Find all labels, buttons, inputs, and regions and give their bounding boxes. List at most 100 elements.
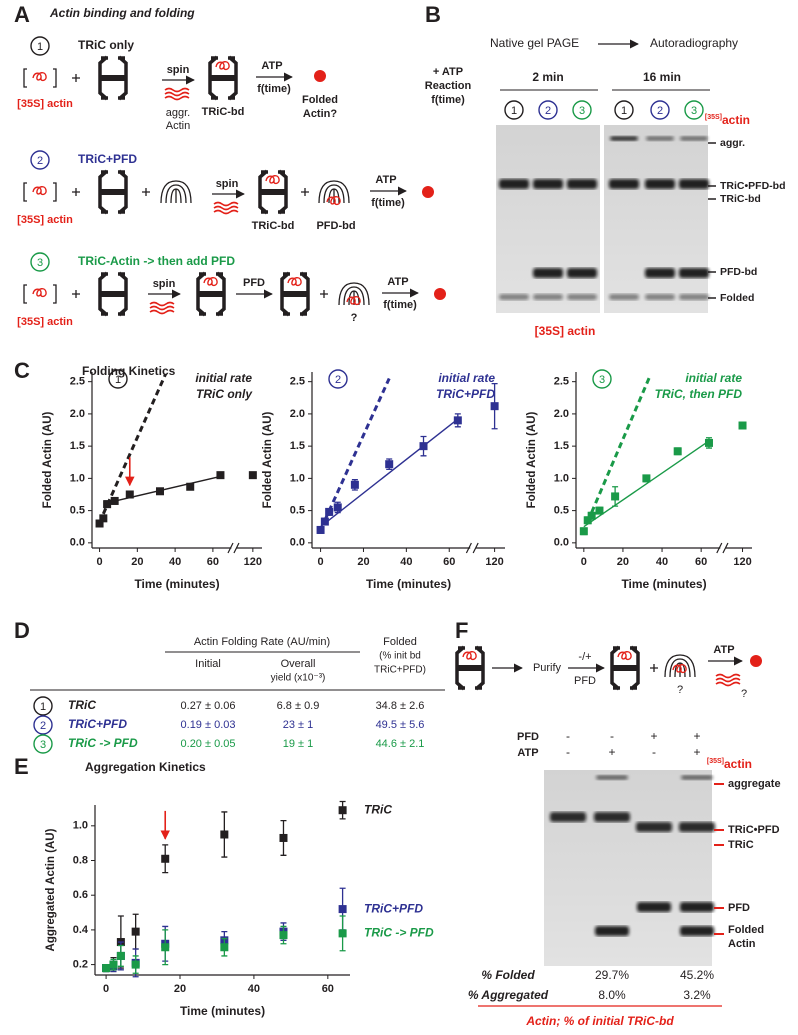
y-tick-label: 1.5 (554, 440, 569, 452)
x-tick-label: 40 (400, 556, 412, 568)
data-point (125, 490, 134, 499)
label: TRiC+PFD (78, 152, 137, 166)
data-point (490, 402, 499, 411)
label: + (693, 745, 700, 759)
label: [35S] actin (17, 316, 73, 328)
x-axis-label: Time (minutes) (621, 577, 706, 591)
gel-band (609, 179, 639, 189)
label: PFD (243, 277, 265, 289)
label: Actin; % of initial TRiC-bd (525, 1014, 674, 1028)
gel (604, 125, 708, 313)
data-point (109, 960, 118, 969)
gel-band (610, 136, 638, 141)
label: Actin? (303, 108, 338, 120)
label: 29.7% (595, 968, 629, 982)
gel-band (533, 179, 563, 189)
label: 2 min (532, 70, 563, 84)
number-circle (30, 36, 50, 56)
legend-label: TRiC -> PFD (364, 926, 434, 940)
data-point (350, 480, 359, 489)
label: ? (677, 684, 683, 696)
label: PFD (517, 731, 539, 743)
x-tick-label: 60 (695, 556, 707, 568)
number-circle (30, 252, 50, 272)
initial-rate-line (323, 377, 391, 521)
axis-break (716, 542, 729, 554)
data-point (279, 931, 288, 940)
label: Actin binding and folding (49, 6, 195, 20)
number-circle (572, 100, 592, 120)
y-tick-label: 0.5 (554, 505, 569, 517)
data-point (131, 927, 140, 936)
label: - (566, 729, 570, 743)
label: TRiC-Actin -> then add PFD (78, 254, 235, 268)
label: Actin (166, 120, 190, 132)
data-point (95, 519, 104, 528)
label: 8.0% (598, 988, 626, 1002)
pfd-icon (338, 282, 370, 306)
label: Purify (533, 662, 562, 674)
gel-band (594, 812, 630, 822)
number: 3 (691, 105, 697, 117)
label: + (650, 729, 657, 743)
label: f(time) (431, 94, 465, 106)
y-tick-label: 2.0 (554, 408, 569, 420)
y-tick-label: 0.0 (554, 537, 569, 549)
label: actin (724, 757, 752, 771)
data-point (161, 943, 170, 952)
data-point (704, 438, 713, 447)
number: 1 (621, 105, 627, 117)
label: Folded (728, 924, 764, 936)
y-tick-label: 1.0 (290, 472, 305, 484)
aggregate-icon (149, 301, 175, 315)
folded-actin-dot (750, 655, 762, 667)
gel-band (679, 294, 709, 300)
label: 45.2% (680, 968, 714, 982)
x-tick-label: 20 (357, 556, 369, 568)
fit-line (583, 440, 710, 528)
actin-icon (265, 175, 280, 185)
table-cell: 44.6 ± 2.1 (376, 738, 425, 750)
panel-letter: A (14, 2, 30, 27)
y-tick-label: 0.5 (290, 505, 305, 517)
data-point (579, 527, 588, 536)
number: 3 (40, 739, 46, 751)
panel-letter: F (455, 618, 468, 643)
number-circle (684, 100, 704, 120)
data-point (595, 506, 604, 515)
data-point (161, 854, 170, 863)
label: ATP (387, 276, 408, 288)
data-point (116, 951, 125, 960)
number: 3 (37, 257, 43, 269)
data-point (99, 514, 108, 523)
x-tick-label: 0 (318, 556, 324, 568)
bracket (23, 284, 57, 304)
gel-band (533, 294, 563, 300)
gel-band (567, 268, 597, 278)
table-cell: 23 ± 1 (283, 719, 314, 731)
data-point (611, 492, 620, 501)
data-point (419, 442, 428, 451)
row-name: TRiC -> PFD (68, 736, 138, 750)
data-point (587, 511, 596, 520)
panel-letter: E (14, 754, 29, 779)
folded-actin-dot (422, 186, 434, 198)
label: spin (216, 178, 239, 190)
label: + (693, 729, 700, 743)
label: 16 min (643, 70, 681, 84)
initial-rate-line (101, 373, 168, 515)
data-point (738, 421, 747, 430)
data-point (338, 806, 347, 815)
gel-band (499, 294, 529, 300)
data-point (103, 500, 112, 509)
gel (544, 770, 712, 966)
label: Native gel PAGE (490, 36, 579, 50)
label: aggregate (728, 778, 781, 790)
number: 2 (335, 374, 341, 386)
number-circle (592, 369, 612, 389)
plus-sign (301, 188, 309, 196)
number-circle (650, 100, 670, 120)
data-point (583, 516, 592, 525)
actin-icon (32, 288, 47, 298)
label: [35S] (705, 114, 722, 121)
